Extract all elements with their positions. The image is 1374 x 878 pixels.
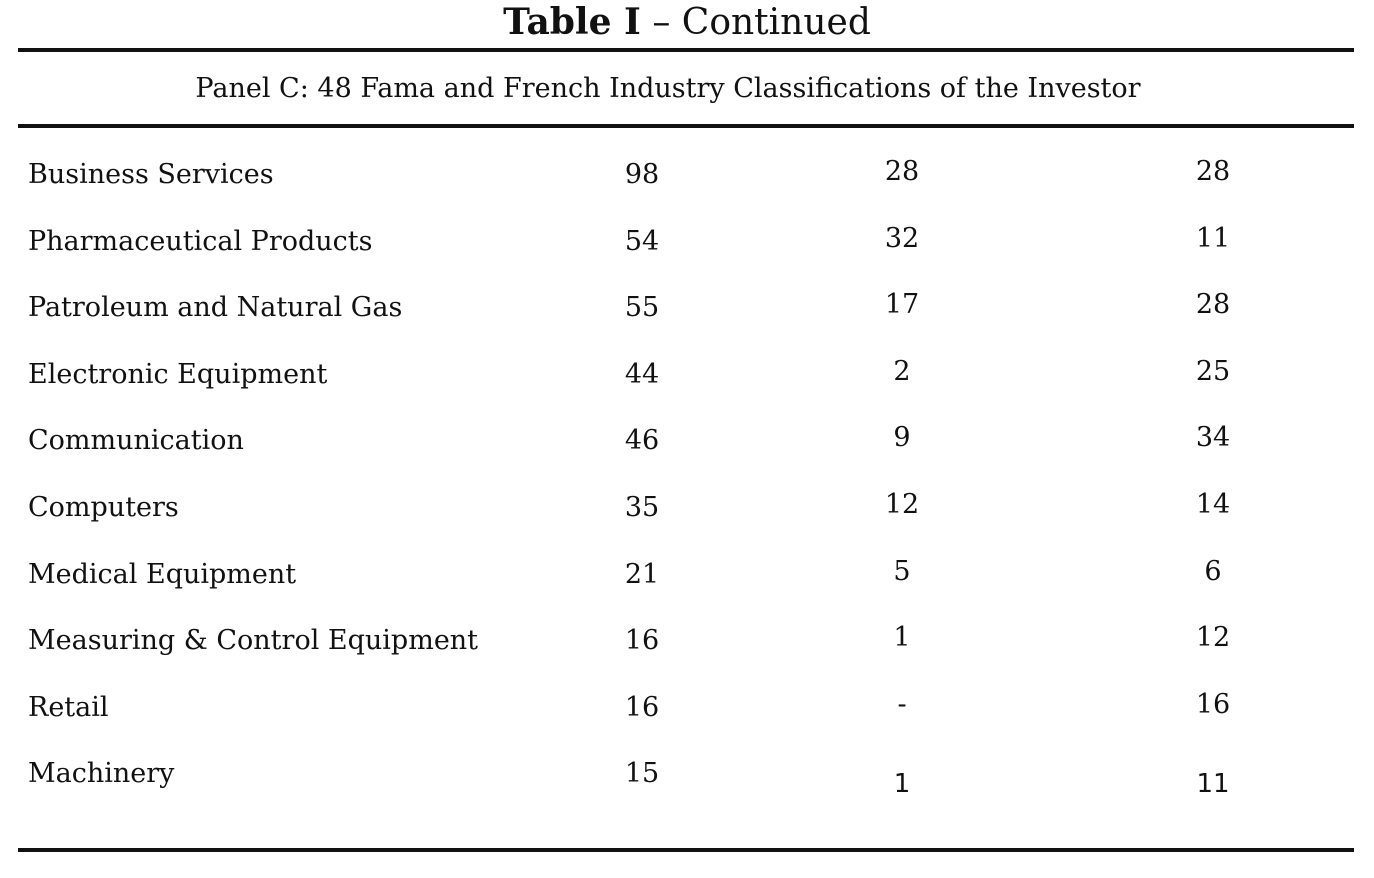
table-title: Table I – Continued bbox=[0, 2, 1374, 43]
count-column-2: 12 bbox=[884, 488, 920, 520]
table-row: Machinery 15 1 11 bbox=[0, 754, 1374, 821]
count-column-2: 9 bbox=[893, 422, 911, 454]
count-column-2: 17 bbox=[884, 289, 920, 321]
count-column-3: 28 bbox=[1195, 156, 1231, 187]
count-column-1: 16 bbox=[624, 691, 660, 723]
count-column-3: 16 bbox=[1195, 688, 1231, 720]
table-body: Business Services 98 28 28 Pharmaceutica… bbox=[0, 155, 1374, 821]
count-column-1: 46 bbox=[624, 425, 660, 457]
count-column-2: 2 bbox=[893, 355, 911, 387]
count-column-3: 6 bbox=[1204, 555, 1222, 587]
industry-label: Measuring & Control Equipment bbox=[28, 625, 479, 657]
industry-label: Medical Equipment bbox=[28, 558, 297, 590]
industry-label: Communication bbox=[28, 425, 244, 457]
table-row: Measuring & Control Equipment 16 1 12 bbox=[0, 621, 1374, 688]
count-column-2: 1 bbox=[893, 769, 911, 800]
table-row: Communication 46 9 34 bbox=[0, 421, 1374, 488]
count-column-2: 32 bbox=[884, 222, 920, 254]
header-rule bbox=[18, 124, 1354, 128]
count-column-3: 34 bbox=[1195, 422, 1231, 454]
industry-label: Business Services bbox=[28, 159, 274, 190]
count-column-2: 28 bbox=[884, 156, 920, 187]
panel-title: Panel C: 48 Fama and French Industry Cla… bbox=[195, 73, 1141, 104]
table-row: Electronic Equipment 44 2 25 bbox=[0, 355, 1374, 422]
count-column-1: 98 bbox=[624, 159, 660, 190]
table-title-number: Table I bbox=[503, 1, 641, 43]
table-row: Medical Equipment 21 5 6 bbox=[0, 555, 1374, 622]
count-column-3: 11 bbox=[1196, 769, 1230, 800]
count-column-2: - bbox=[897, 688, 907, 720]
count-column-3: 14 bbox=[1195, 488, 1231, 520]
table-row: Patroleum and Natural Gas 55 17 28 bbox=[0, 288, 1374, 355]
count-column-1: 44 bbox=[624, 358, 660, 390]
count-column-1: 16 bbox=[624, 625, 660, 657]
table-row: Pharmaceutical Products 54 32 11 bbox=[0, 222, 1374, 289]
count-column-3: 25 bbox=[1195, 355, 1231, 387]
table-title-suffix: – Continued bbox=[640, 2, 871, 43]
count-column-1: 55 bbox=[624, 292, 660, 324]
table-row: Computers 35 12 14 bbox=[0, 488, 1374, 555]
table-row: Business Services 98 28 28 bbox=[0, 155, 1374, 222]
industry-label: Electronic Equipment bbox=[28, 358, 328, 390]
count-column-1: 35 bbox=[624, 491, 660, 523]
bottom-rule bbox=[18, 848, 1354, 852]
industry-label: Computers bbox=[28, 491, 179, 523]
count-column-2: 5 bbox=[893, 555, 911, 587]
count-column-1: 21 bbox=[624, 558, 660, 590]
table-row: Retail 16 - 16 bbox=[0, 688, 1374, 755]
count-column-3: 28 bbox=[1195, 289, 1231, 321]
industry-label: Machinery bbox=[28, 758, 175, 790]
count-column-3: 12 bbox=[1195, 622, 1231, 654]
industry-label: Pharmaceutical Products bbox=[28, 225, 373, 257]
count-column-1: 54 bbox=[624, 225, 660, 257]
count-column-3: 11 bbox=[1195, 222, 1231, 254]
top-rule bbox=[18, 48, 1354, 52]
count-column-1: 15 bbox=[624, 758, 660, 790]
industry-label: Patroleum and Natural Gas bbox=[28, 292, 403, 324]
count-column-2: 1 bbox=[893, 622, 911, 654]
industry-label: Retail bbox=[28, 691, 109, 723]
